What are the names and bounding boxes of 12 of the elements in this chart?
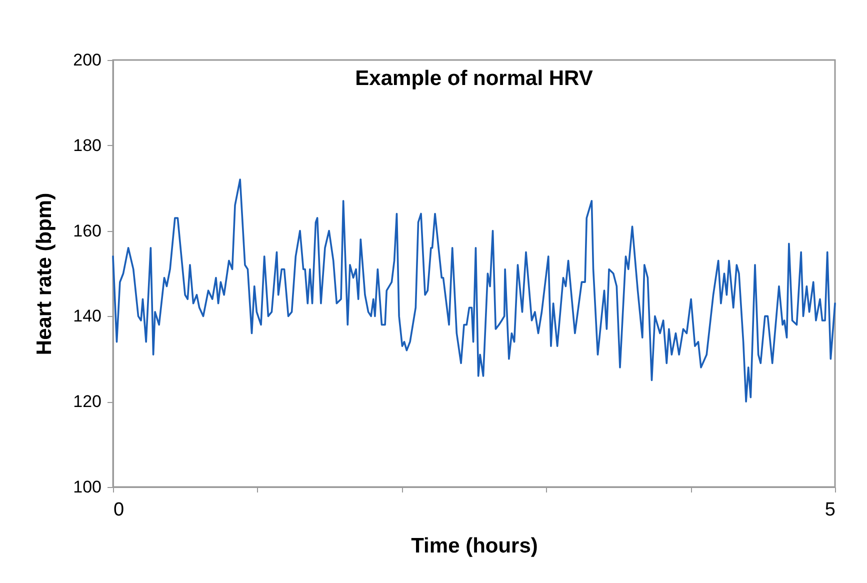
x-tick-label: 0 (114, 500, 124, 520)
x-tick-label: 5 (824, 500, 836, 520)
y-axis-title: Heart rate (bpm) (33, 192, 56, 356)
y-tick-label: 200 (73, 50, 102, 70)
line-series (112, 178, 836, 402)
y-tick-label: 180 (73, 136, 102, 155)
chart-title: Example of normal HRV (355, 67, 593, 90)
y-tick-label: 160 (73, 221, 102, 240)
x-axis-title: Time (hours) (411, 534, 538, 558)
y-tick-label: 140 (73, 306, 102, 326)
y-tick-label: 100 (73, 478, 102, 496)
y-tick-label: 120 (73, 392, 102, 412)
